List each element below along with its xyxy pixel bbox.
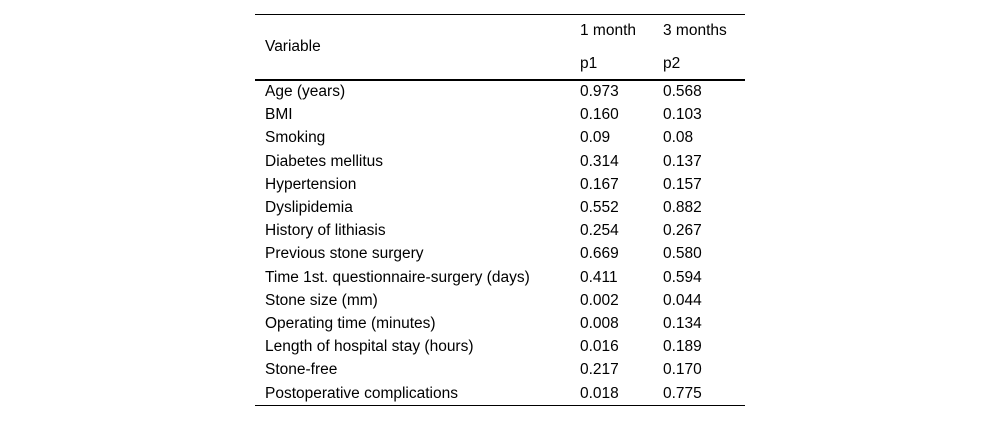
table-row: History of lithiasis 0.254 0.267 [255,220,745,243]
variable-cell: Stone size (mm) [265,291,378,309]
p2-value-cell: 0.157 [663,175,702,193]
table-row: Previous stone surgery 0.669 0.580 [255,243,745,266]
variable-cell: Smoking [265,129,326,147]
table-row: BMI 0.160 0.103 [255,104,745,127]
p1-value-cell: 0.973 [580,83,619,101]
p2-value-cell: 0.568 [663,83,702,101]
table-row: Dyslipidemia 0.552 0.882 [255,196,745,219]
header-3-months: 3 months p2 [663,15,727,80]
p1-value-cell: 0.254 [580,222,619,240]
p2-value-cell: 0.580 [663,245,702,263]
table-row: Hypertension 0.167 0.157 [255,173,745,196]
p1-value-cell: 0.552 [580,199,619,217]
p1-value-cell: 0.314 [580,152,619,170]
table-header: Variable 1 month p1 3 months p2 [255,15,745,81]
variable-cell: Previous stone surgery [265,245,424,263]
variable-cell: Length of hospital stay (hours) [265,338,474,356]
header-p2-label: p2 [663,54,681,72]
p1-value-cell: 0.002 [580,291,619,309]
variable-cell: History of lithiasis [265,222,386,240]
p2-value-cell: 0.189 [663,338,702,356]
table-row: Stone size (mm) 0.002 0.044 [255,289,745,312]
header-1-month: 1 month p1 [580,15,636,80]
table-row: Smoking 0.09 0.08 [255,127,745,150]
p2-value-cell: 0.134 [663,314,702,332]
variable-cell: Postoperative complications [265,384,458,402]
p2-value-cell: 0.775 [663,384,702,402]
table-row: Postoperative complications 0.018 0.775 [255,382,745,405]
p2-value-cell: 0.08 [663,129,694,147]
p2-value-cell: 0.882 [663,199,702,217]
variable-cell: Hypertension [265,175,357,193]
variable-cell: Dyslipidemia [265,199,353,217]
variable-cell: Time 1st. questionnaire-surgery (days) [265,268,530,286]
variable-cell: Age (years) [265,83,346,101]
header-variable: Variable [265,37,321,55]
p1-value-cell: 0.669 [580,245,619,263]
table-row: Operating time (minutes) 0.008 0.134 [255,312,745,335]
table-row: Stone-free 0.217 0.170 [255,359,745,382]
header-1-month-label: 1 month [580,22,637,39]
p1-value-cell: 0.09 [580,129,611,147]
p2-value-cell: 0.594 [663,268,702,286]
p1-value-cell: 0.008 [580,314,619,332]
p2-value-cell: 0.267 [663,222,702,240]
table-row: Time 1st. questionnaire-surgery (days) 0… [255,266,745,289]
variable-cell: Operating time (minutes) [265,314,436,332]
header-3-months-label: 3 months [663,22,727,39]
p2-value-cell: 0.170 [663,361,702,379]
p1-value-cell: 0.160 [580,106,619,124]
table-row: Age (years) 0.973 0.568 [255,81,745,104]
variable-cell: Stone-free [265,361,338,379]
variable-cell: Diabetes mellitus [265,152,384,170]
header-p1-label: p1 [580,54,598,72]
p1-value-cell: 0.411 [580,268,618,286]
p1-value-cell: 0.016 [580,338,619,356]
table-body: Age (years) 0.973 0.568 BMI 0.160 0.103 … [255,81,745,406]
table-row: Length of hospital stay (hours) 0.016 0.… [255,336,745,359]
p-values-table: Variable 1 month p1 3 months p2 Age (yea… [255,14,745,407]
variable-cell: BMI [265,106,293,124]
p1-value-cell: 0.217 [580,361,619,379]
p2-value-cell: 0.137 [663,152,702,170]
p2-value-cell: 0.044 [663,291,702,309]
table-row: Diabetes mellitus 0.314 0.137 [255,150,745,173]
p1-value-cell: 0.167 [580,175,619,193]
p1-value-cell: 0.018 [580,384,619,402]
p2-value-cell: 0.103 [663,106,702,124]
